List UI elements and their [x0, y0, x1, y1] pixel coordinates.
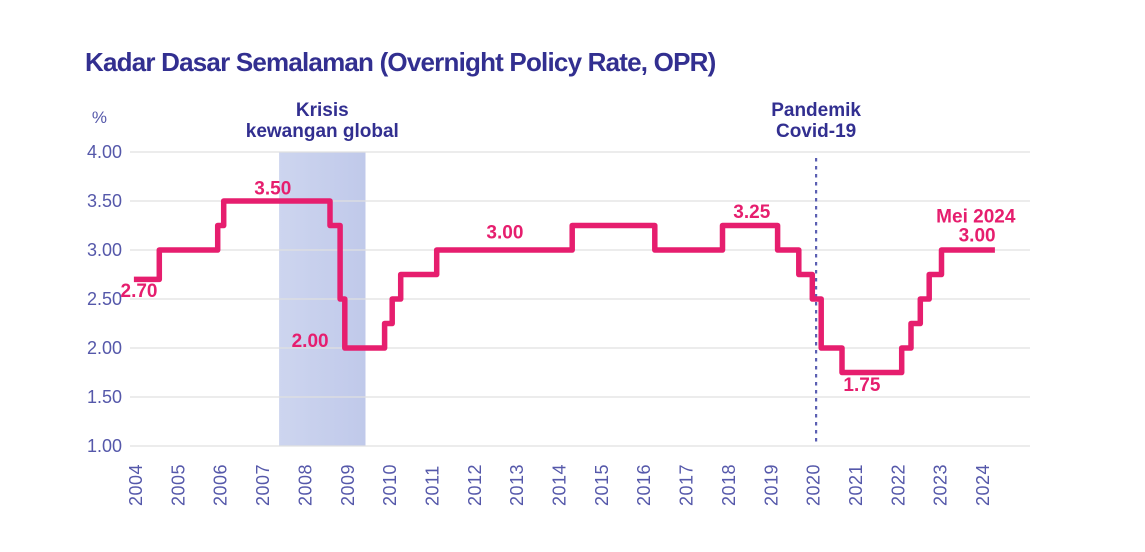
crisis-annotation: kewangan global: [246, 121, 399, 142]
x-tick-label: 2006: [211, 464, 231, 506]
x-tick-label: 2017: [677, 464, 697, 506]
x-tick-label: 2005: [168, 464, 188, 506]
data-label: 2.00: [292, 331, 329, 352]
y-tick-label: 3.00: [87, 240, 122, 260]
y-axis-unit: %: [92, 108, 107, 127]
x-tick-label: 2015: [592, 464, 612, 506]
x-tick-label: 2004: [126, 464, 146, 506]
x-tick-label: 2013: [507, 464, 527, 506]
covid-annotation: Covid-19: [776, 121, 856, 142]
data-label: 3.25: [733, 202, 770, 223]
data-label: 1.75: [843, 375, 880, 396]
x-tick-label: 2020: [804, 464, 824, 506]
x-tick-label: 2018: [719, 464, 739, 506]
x-tick-label: 2012: [465, 464, 485, 506]
data-label: Mei 2024: [936, 207, 1016, 228]
data-label: 3.00: [486, 222, 523, 243]
opr-line: [133, 198, 995, 376]
data-label: 2.70: [121, 281, 158, 302]
x-tick-label: 2011: [422, 465, 442, 506]
y-tick-label: 1.50: [87, 387, 122, 407]
x-tick-label: 2014: [550, 464, 570, 506]
x-tick-label: 2016: [634, 464, 654, 506]
y-tick-label: 2.50: [87, 289, 122, 309]
x-tick-label: 2019: [761, 464, 781, 506]
x-tick-label: 2010: [380, 464, 400, 506]
x-tick-label: 2007: [253, 464, 273, 506]
x-tick-label: 2008: [295, 464, 315, 506]
y-tick-label: 3.50: [87, 191, 122, 211]
chart-title: Kadar Dasar Semalaman (Overnight Policy …: [85, 47, 716, 77]
data-label: 3.00: [959, 225, 996, 246]
x-tick-label: 2024: [973, 464, 993, 506]
y-tick-label: 4.00: [87, 142, 122, 162]
y-tick-label: 1.00: [87, 436, 122, 456]
crisis-annotation: Krisis: [296, 100, 349, 121]
x-tick-label: 2023: [931, 464, 951, 506]
x-tick-label: 2021: [846, 464, 866, 506]
data-label: 3.50: [254, 178, 291, 199]
x-tick-label: 2009: [338, 464, 358, 506]
y-tick-label: 2.00: [87, 338, 122, 358]
x-tick-label: 2022: [888, 464, 908, 506]
covid-annotation: Pandemik: [771, 100, 861, 121]
